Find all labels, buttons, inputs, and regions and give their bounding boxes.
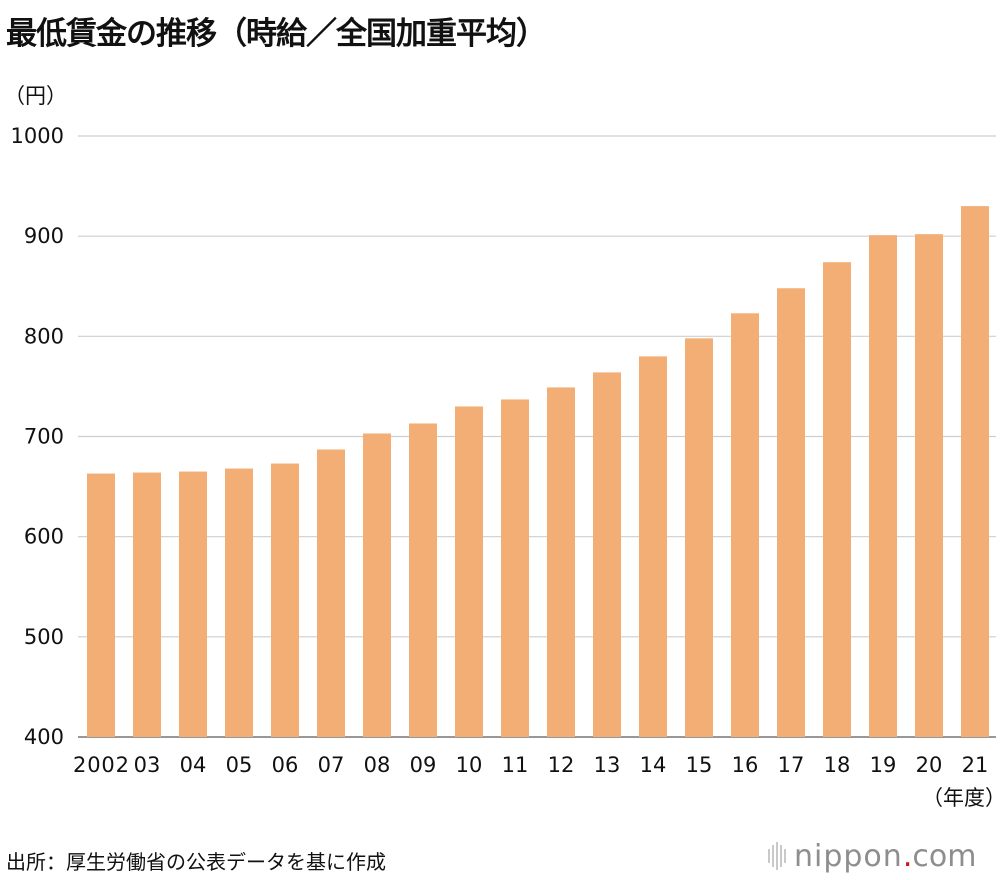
- x-tick-label: 12: [548, 753, 575, 777]
- bar: [823, 262, 851, 737]
- x-axis-ticks: 2002 03 04 05 06 07 08 09 10 11 12 13 14 15 16 17 18 19 20…: [73, 753, 988, 777]
- logo-bars-icon: [768, 842, 786, 870]
- bar: [501, 399, 529, 737]
- chart-title: 最低賃金の推移（時給／全国加重平均）: [6, 16, 547, 52]
- bar: [87, 473, 115, 737]
- x-tick-label: 14: [640, 753, 667, 777]
- bar: [961, 206, 989, 737]
- x-tick-label: 11: [502, 753, 529, 777]
- gridlines: [78, 135, 996, 738]
- x-tick-label: 06: [272, 753, 299, 777]
- x-tick-label: 04: [180, 753, 207, 777]
- bar: [179, 471, 207, 737]
- brand-dot: .: [902, 838, 913, 874]
- x-tick-label: 16: [732, 753, 759, 777]
- x-tick-label: 09: [410, 753, 437, 777]
- y-tick-label: 800: [24, 324, 64, 348]
- bar: [593, 372, 621, 737]
- bar: [547, 387, 575, 737]
- x-tick-label: 20: [916, 753, 943, 777]
- x-tick-label: 19: [870, 753, 897, 777]
- bar: [455, 406, 483, 737]
- x-tick-label: 21: [962, 753, 989, 777]
- x-tick-label: 08: [364, 753, 391, 777]
- y-tick-label: 1000: [11, 124, 64, 148]
- bar: [777, 288, 805, 737]
- bar: [225, 468, 253, 737]
- x-tick-label: 03: [134, 753, 161, 777]
- bar: [409, 423, 437, 737]
- y-axis-ticks: 400 500 600 700 800 900 1000: [11, 124, 64, 749]
- y-tick-label: 600: [24, 525, 64, 549]
- x-tick-label: 07: [318, 753, 345, 777]
- bar: [869, 235, 897, 738]
- x-tick-label: 18: [824, 753, 851, 777]
- y-tick-label: 500: [24, 625, 64, 649]
- x-axis-unit-label: （年度）: [922, 786, 1000, 810]
- bar: [363, 433, 391, 737]
- source-note: 出所：厚生労働省の公表データを基に作成: [6, 850, 386, 874]
- x-tick-label: 2002: [73, 753, 129, 777]
- bar: [685, 338, 713, 737]
- x-tick-label: 13: [594, 753, 621, 777]
- x-tick-label: 15: [686, 753, 713, 777]
- bar: [133, 472, 161, 737]
- bar: [731, 313, 759, 737]
- bar: [915, 234, 943, 737]
- bars: [87, 206, 989, 738]
- bar: [271, 463, 299, 737]
- y-axis-unit-label: （円）: [4, 84, 67, 108]
- y-tick-label: 400: [24, 725, 64, 749]
- brand-tld: com: [912, 838, 977, 874]
- x-tick-label: 17: [778, 753, 805, 777]
- bar: [639, 356, 667, 737]
- x-tick-label: 05: [226, 753, 253, 777]
- brand-name: nippon: [794, 838, 903, 874]
- nippon-logo: nippon. com: [768, 838, 976, 874]
- y-tick-label: 900: [24, 224, 64, 248]
- bar: [317, 449, 345, 737]
- y-tick-label: 700: [24, 425, 64, 449]
- x-tick-label: 10: [456, 753, 483, 777]
